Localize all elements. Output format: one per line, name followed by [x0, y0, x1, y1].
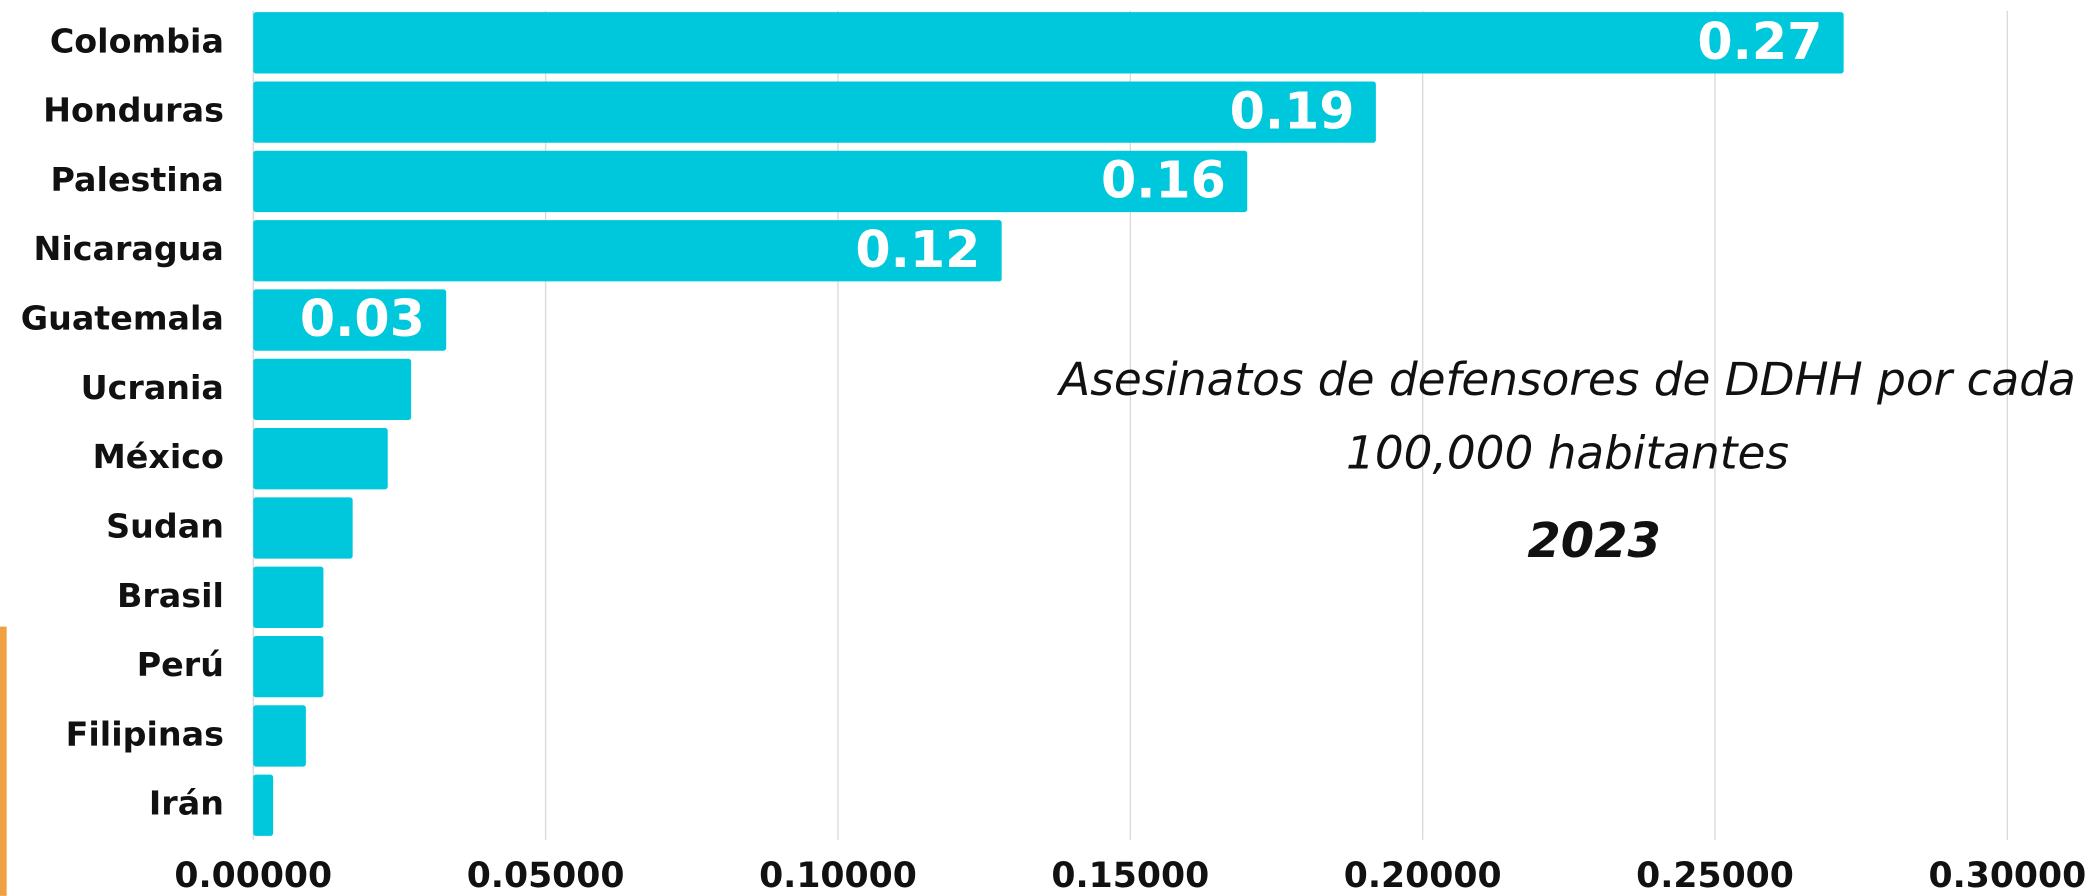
bar — [253, 150, 1248, 213]
decor-edge — [0, 626, 7, 896]
y-tick-label: Filipinas — [66, 714, 224, 753]
bar — [253, 774, 274, 836]
bar — [253, 289, 447, 351]
x-tick-label: 0.05000 — [467, 856, 625, 896]
y-tick-label: Ucrania — [81, 368, 224, 407]
x-tick-label: 0.30000 — [1928, 856, 2086, 896]
value-label: 0.27 — [1697, 12, 1822, 71]
bar — [253, 705, 306, 767]
x-tick-label: 0.20000 — [1344, 856, 1502, 896]
value-label: 0.12 — [855, 220, 980, 279]
y-tick-label: México — [93, 437, 224, 476]
bars: Colombia 0.27 Honduras 0.19 Palestina 0.16 Nic… — [21, 12, 1844, 836]
annotation: 2023 — [1527, 513, 1661, 569]
annotation: Asesinatos de defensores de DDHH por cad… — [1056, 353, 2076, 406]
x-tick-label: 0.25000 — [1636, 856, 1794, 896]
y-tick-label: Brasil — [117, 576, 224, 615]
y-tick-label: Palestina — [51, 160, 224, 199]
value-label: 0.16 — [1101, 151, 1226, 210]
bar — [253, 428, 388, 490]
annotation: 100,000 habitantes — [1346, 426, 1789, 479]
y-tick-label: Guatemala — [21, 299, 224, 338]
bar — [253, 566, 324, 628]
bar — [253, 81, 1376, 143]
y-tick-label: Honduras — [43, 91, 224, 130]
bar — [253, 497, 353, 559]
y-tick-label: Sudan — [106, 506, 224, 545]
grid: 0.00000 0.05000 0.10000 0.15000 0.20000 0.250… — [174, 10, 2086, 896]
y-tick-label: Irán — [149, 784, 224, 823]
bar — [253, 358, 412, 421]
y-tick-label: Perú — [137, 645, 224, 684]
y-tick-label: Nicaragua — [33, 229, 223, 268]
x-tick-label: 0.10000 — [759, 856, 917, 896]
bar — [253, 635, 324, 698]
value-label: 0.03 — [300, 289, 425, 348]
value-label: 0.19 — [1230, 81, 1355, 140]
bar — [253, 12, 1844, 74]
x-tick-label: 0.00000 — [174, 856, 332, 896]
y-tick-label: Colombia — [50, 21, 224, 60]
bar — [253, 220, 1002, 282]
x-tick-label: 0.15000 — [1051, 856, 1209, 896]
